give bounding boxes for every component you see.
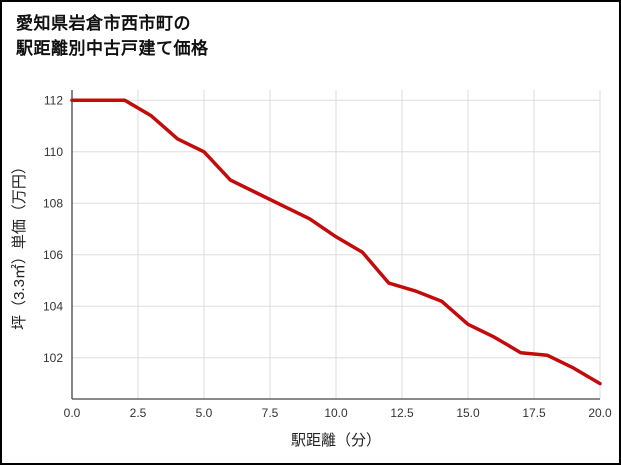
x-tick-label: 2.5 (130, 406, 147, 420)
x-tick-label: 5.0 (196, 406, 213, 420)
x-tick-label: 20.0 (588, 406, 612, 420)
x-tick-label: 15.0 (456, 406, 480, 420)
y-tick-label: 104 (43, 299, 63, 313)
gridlines (71, 90, 601, 399)
line-series (70, 98, 602, 386)
x-tick-label: 10.0 (324, 406, 348, 420)
price-line (70, 98, 602, 386)
y-tick-label: 108 (43, 196, 63, 210)
x-tick-label: 0.0 (64, 406, 81, 420)
y-tick-label: 112 (44, 93, 63, 107)
axis-spines (71, 90, 600, 400)
y-tick-label: 106 (43, 248, 63, 262)
x-tick-label: 7.5 (262, 406, 279, 420)
y-tick-label: 102 (43, 351, 63, 365)
x-tick-label: 12.5 (390, 406, 414, 420)
chart-title-line-2: 駅距離別中古戸建て価格 (16, 38, 209, 58)
chart-title: 愛知県岩倉市西市町の 駅距離別中古戸建て価格 (16, 12, 209, 61)
y-tick-label: 110 (44, 145, 63, 159)
x-tick-label: 17.5 (522, 406, 546, 420)
x-axis-label: 駅距離（分） (291, 431, 381, 449)
chart-title-line-1: 愛知県岩倉市西市町の (16, 14, 191, 33)
tick-labels: 0.0 2.5 5.0 7.5 10.0 12.5 15.0 17.5 20.0 102 104 10… (43, 93, 612, 420)
y-axis-label: 坪（3.3㎡）単価（万円） (11, 159, 28, 330)
axis-labels: 駅距離（分） 坪（3.3㎡）単価（万円） (11, 159, 381, 449)
